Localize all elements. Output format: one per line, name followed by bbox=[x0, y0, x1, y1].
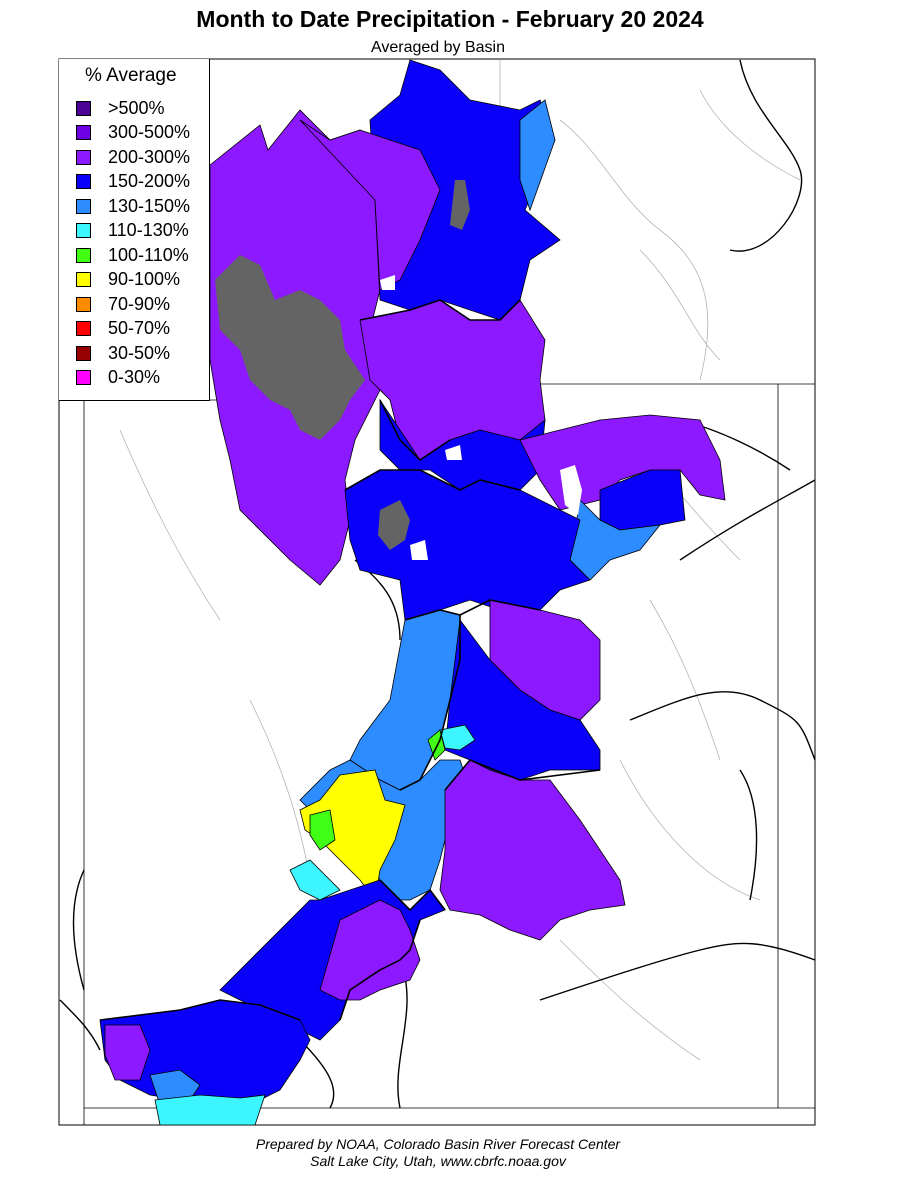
legend-swatch bbox=[76, 272, 91, 287]
map-title: Month to Date Precipitation - February 2… bbox=[196, 6, 704, 32]
legend-label: >500% bbox=[108, 97, 165, 118]
basin-san-juan bbox=[439, 759, 626, 941]
basin-cyan-patch bbox=[439, 724, 476, 751]
basin-south-purple-west bbox=[104, 1024, 151, 1081]
map-frame bbox=[58, 58, 816, 1126]
legend-label: 100-110% bbox=[108, 244, 189, 265]
legend-swatch bbox=[76, 223, 91, 238]
map-subtitle: Averaged by Basin bbox=[370, 39, 505, 56]
basin-green-small bbox=[309, 809, 336, 851]
legend-swatch bbox=[76, 198, 91, 214]
legend-swatch bbox=[76, 321, 91, 336]
basin-dolores bbox=[444, 618, 601, 781]
basin-polygons bbox=[99, 59, 726, 1126]
legend-item: 150-200% bbox=[76, 170, 190, 194]
basin-boundaries bbox=[99, 299, 601, 1021]
legend-item: 110-130% bbox=[76, 219, 189, 243]
no-data-areas bbox=[215, 180, 470, 550]
legend-swatch bbox=[76, 247, 91, 263]
legend-item: 30-50% bbox=[76, 341, 170, 365]
legend-swatch bbox=[76, 174, 91, 189]
legend-item: 100-110% bbox=[76, 243, 189, 267]
legend-item: 70-90% bbox=[76, 292, 170, 316]
legend-label: 110-130% bbox=[108, 220, 189, 240]
legend-swatch bbox=[76, 345, 91, 361]
legend-label: 0-30% bbox=[108, 367, 161, 387]
legend-item: 90-100% bbox=[76, 268, 180, 292]
legend-item: 130-150% bbox=[76, 194, 190, 218]
legend-item: >500% bbox=[76, 96, 165, 120]
legend-label: 150-200% bbox=[108, 171, 191, 191]
legend-label: 200-300% bbox=[108, 146, 191, 167]
basin-cyan-sw bbox=[289, 859, 341, 901]
legend-swatch bbox=[76, 370, 91, 385]
legend-swatch bbox=[76, 149, 91, 165]
legend-label: 300-500% bbox=[108, 122, 191, 142]
legend-label: 130-150% bbox=[108, 195, 191, 216]
legend-title: % Average bbox=[85, 65, 177, 86]
legend-swatch bbox=[76, 100, 91, 116]
basin-ne-lightblue bbox=[519, 99, 556, 212]
footer-credit-line2: Salt Lake City, Utah, www.cbrfc.noaa.gov bbox=[310, 1153, 566, 1169]
footer-credit-line1: Prepared by NOAA, Colorado Basin River F… bbox=[255, 1136, 621, 1152]
legend-swatch bbox=[76, 296, 91, 312]
basin-south-purple bbox=[319, 899, 421, 1001]
legend-item: 200-300% bbox=[76, 145, 190, 169]
legend-swatch bbox=[76, 125, 91, 140]
legend-item: 0-30% bbox=[76, 366, 160, 390]
legend-label: 50-70% bbox=[108, 318, 171, 338]
white-holes bbox=[380, 275, 582, 560]
legend-label: 70-90% bbox=[108, 293, 171, 314]
basin-south-cyan bbox=[154, 1094, 266, 1126]
legend-label: 90-100% bbox=[108, 269, 181, 289]
basin-north-purple bbox=[299, 119, 441, 291]
legend-item: 50-70% bbox=[76, 317, 170, 341]
legend: % Average >500% 300-500% 200-300% 150-20… bbox=[59, 59, 210, 401]
legend-item: 300-500% bbox=[76, 121, 190, 145]
legend-label: 30-50% bbox=[108, 342, 171, 363]
